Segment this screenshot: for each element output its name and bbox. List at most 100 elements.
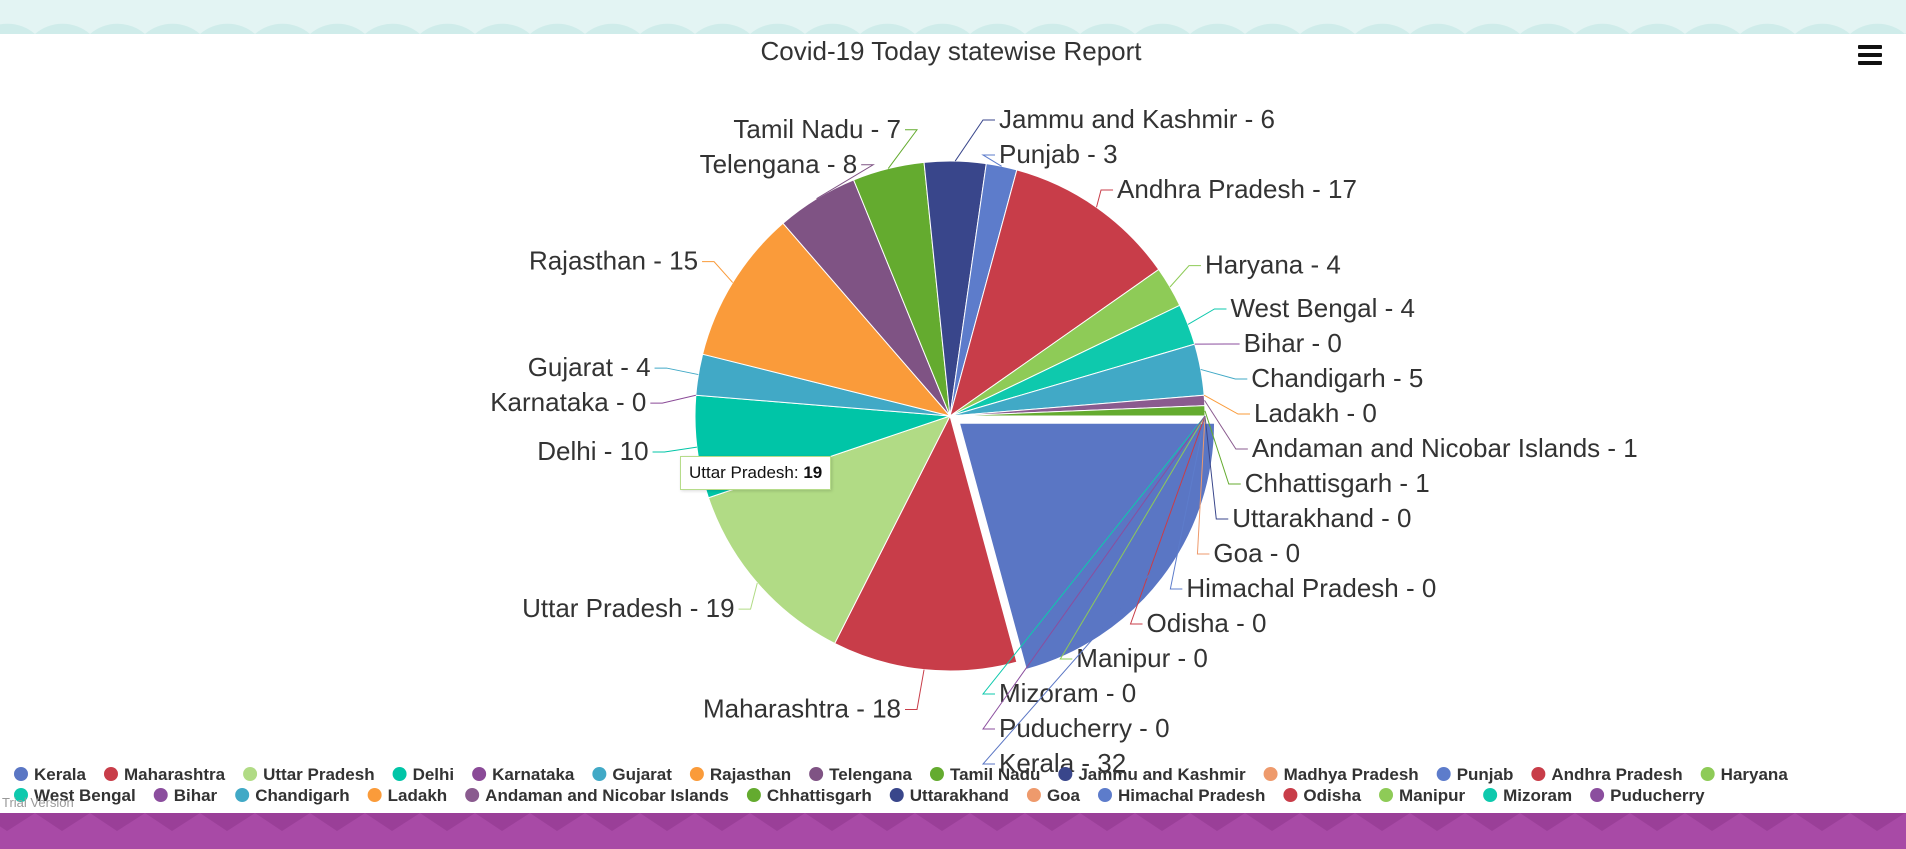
legend-item-andhra-pradesh[interactable]: Andhra Pradesh xyxy=(1531,765,1683,784)
legend-item-uttar-pradesh[interactable]: Uttar Pradesh xyxy=(243,765,375,784)
legend-item-goa[interactable]: Goa xyxy=(1026,786,1081,805)
connector-goa xyxy=(1196,415,1210,555)
legend-label-maharashtra: Maharashtra xyxy=(124,765,226,784)
legend-label-jammu-and-kashmir: Jammu and Kashmir xyxy=(1078,765,1246,784)
legend-marker-uttar-pradesh xyxy=(243,767,258,781)
data-label-manipur: Manipur - 0 xyxy=(1076,643,1208,673)
legend-marker-jammu-and-kashmir xyxy=(1058,767,1073,781)
band-scallop xyxy=(1740,23,1795,34)
band-scallop xyxy=(1355,813,1410,831)
legend-item-punjab[interactable]: Punjab xyxy=(1436,765,1514,784)
legend-item-telengana[interactable]: Telengana xyxy=(809,765,913,784)
legend-item-puducherry[interactable]: Puducherry xyxy=(1590,786,1705,805)
band-scallop xyxy=(1245,23,1300,34)
legend-item-karnataka[interactable]: Karnataka xyxy=(472,765,575,784)
hamburger-icon[interactable] xyxy=(1856,42,1884,68)
legend-label-punjab: Punjab xyxy=(1457,765,1514,784)
legend-label-haryana: Haryana xyxy=(1721,765,1789,784)
data-label-mizoram: Mizoram - 0 xyxy=(999,678,1136,708)
legend-item-himachal-pradesh[interactable]: Himachal Pradesh xyxy=(1098,786,1265,805)
legend-item-andaman-and-nicobar-islands[interactable]: Andaman and Nicobar Islands xyxy=(465,786,729,805)
data-label-west-bengal: West Bengal - 4 xyxy=(1230,293,1415,323)
legend-marker-goa xyxy=(1026,788,1041,802)
band-scallop xyxy=(1355,23,1410,34)
legend-label-puducherry: Puducherry xyxy=(1610,786,1705,805)
legend-item-bihar[interactable]: Bihar xyxy=(153,786,218,805)
band-scallop xyxy=(145,813,200,831)
legend-item-chhattisgarh[interactable]: Chhattisgarh xyxy=(746,786,872,805)
band-scallop xyxy=(1630,23,1685,34)
connector-telengana xyxy=(816,164,875,200)
data-label-andhra-pradesh: Andhra Pradesh - 17 xyxy=(1117,174,1357,204)
legend-item-chandigarh[interactable]: Chandigarh xyxy=(235,786,350,805)
data-label-tamil-nadu: Tamil Nadu - 7 xyxy=(733,114,901,144)
pie-slice-rajasthan[interactable] xyxy=(701,222,952,417)
band-scallop xyxy=(970,813,1025,831)
band-scallop xyxy=(585,813,640,831)
data-label-ladakh: Ladakh - 0 xyxy=(1254,398,1377,428)
legend-marker-uttarakhand xyxy=(889,788,904,802)
pie-slice-maharashtra[interactable] xyxy=(834,414,1018,672)
legend-item-delhi[interactable]: Delhi xyxy=(392,765,455,784)
connector-kerala xyxy=(981,570,1153,765)
legend-item-kerala[interactable]: Kerala xyxy=(14,765,87,784)
pie-slice-uttar-pradesh[interactable] xyxy=(707,415,951,645)
legend-item-haryana[interactable]: Haryana xyxy=(1700,765,1789,784)
legend-item-ladakh[interactable]: Ladakh xyxy=(367,786,448,805)
data-label-maharashtra: Maharashtra - 18 xyxy=(703,693,901,723)
legend-label-ladakh: Ladakh xyxy=(388,786,448,805)
legend-label-chhattisgarh: Chhattisgarh xyxy=(767,786,872,805)
credit-text: Trial Version xyxy=(2,795,74,810)
legend-marker-telengana xyxy=(809,767,824,781)
band-scallop xyxy=(310,23,365,34)
legend-item-mizoram[interactable]: Mizoram xyxy=(1483,786,1572,805)
band-scallop xyxy=(915,813,970,831)
legend-item-gujarat[interactable]: Gujarat xyxy=(592,765,672,784)
band-scallop xyxy=(1300,23,1355,34)
band-scallop xyxy=(530,23,585,34)
legend-label-andhra-pradesh: Andhra Pradesh xyxy=(1551,765,1682,784)
legend-marker-karnataka xyxy=(472,767,487,781)
band-scallop xyxy=(860,23,915,34)
legend-item-uttarakhand[interactable]: Uttarakhand xyxy=(889,786,1009,805)
legend-label-kerala: Kerala xyxy=(34,765,87,784)
connector-himachal-pradesh xyxy=(1169,415,1206,590)
legend-item-maharashtra[interactable]: Maharashtra xyxy=(103,765,226,784)
data-label-uttar-pradesh: Uttar Pradesh - 19 xyxy=(522,593,734,623)
band-scallop xyxy=(35,23,90,34)
band-scallop xyxy=(1850,813,1905,831)
band-scallop xyxy=(1575,813,1630,831)
legend-item-manipur[interactable]: Manipur xyxy=(1379,786,1466,805)
band-scallop xyxy=(1685,23,1740,34)
band-scallop xyxy=(695,813,750,831)
connector-west-bengal xyxy=(1187,308,1227,325)
legend-marker-bihar xyxy=(153,788,168,802)
pie-slice-kerala[interactable] xyxy=(958,422,1216,670)
band-scallop xyxy=(530,813,585,831)
legend-item-odisha[interactable]: Odisha xyxy=(1283,786,1362,805)
legend-label-delhi: Delhi xyxy=(413,765,455,784)
data-label-delhi: Delhi - 10 xyxy=(537,436,648,466)
legend-item-rajasthan[interactable]: Rajasthan xyxy=(689,765,791,784)
connector-delhi xyxy=(652,446,697,453)
legend-marker-maharashtra xyxy=(103,767,118,781)
connector-chandigarh xyxy=(1200,368,1248,380)
legend-item-jammu-and-kashmir[interactable]: Jammu and Kashmir xyxy=(1058,765,1246,784)
band-scallop xyxy=(0,813,35,831)
legend-item-madhya-pradesh[interactable]: Madhya Pradesh xyxy=(1263,765,1419,784)
legend-item-tamil-nadu[interactable]: Tamil Nadu xyxy=(929,765,1040,784)
data-label-jammu-and-kashmir: Jammu and Kashmir - 6 xyxy=(999,104,1275,134)
bottom-decorative-band xyxy=(0,813,1906,849)
legend-marker-odisha xyxy=(1283,788,1298,802)
data-label-uttarakhand: Uttarakhand - 0 xyxy=(1232,503,1411,533)
legend-marker-tamil-nadu xyxy=(929,767,944,781)
band-scallop xyxy=(365,813,420,831)
band-scallop xyxy=(145,23,200,34)
band-scallop xyxy=(255,813,310,831)
legend-label-mizoram: Mizoram xyxy=(1503,786,1572,805)
data-label-gujarat: Gujarat - 4 xyxy=(528,352,651,382)
legend-marker-himachal-pradesh xyxy=(1098,788,1112,802)
legend-item-west-bengal[interactable]: West Bengal xyxy=(14,786,136,805)
legend-marker-punjab xyxy=(1436,767,1451,781)
legend-label-odisha: Odisha xyxy=(1303,786,1361,805)
